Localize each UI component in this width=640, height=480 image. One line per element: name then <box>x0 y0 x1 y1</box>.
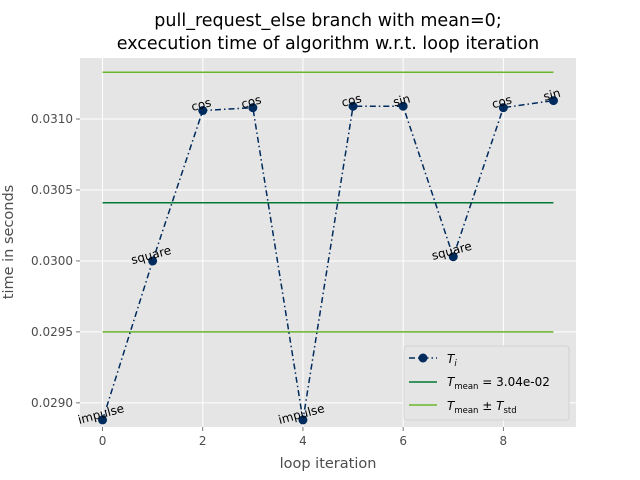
y-axis-ticks: 0.0290 0.0295 0.0300 0.0305 0.0310 <box>31 112 80 410</box>
series-layer <box>98 96 558 425</box>
y-tick-label: 0.0295 <box>31 325 73 339</box>
y-tick-label: 0.0305 <box>31 183 73 197</box>
data-point <box>398 101 408 111</box>
point-label: cos <box>240 93 263 112</box>
point-label: sin <box>542 86 562 104</box>
point-label: sin <box>391 91 411 109</box>
legend-ti-label: Ti <box>447 352 457 369</box>
chart-title-line1: pull_request_else branch with mean=0; <box>154 11 501 31</box>
data-point <box>498 103 508 113</box>
data-point <box>348 101 358 111</box>
point-label: cos <box>340 91 363 110</box>
legend-mean-label: Tmean = 3.04e-02 <box>447 375 550 392</box>
data-point <box>298 415 308 425</box>
data-point <box>248 103 258 113</box>
x-tick-label: 2 <box>199 434 207 448</box>
chart-title-line2: excecution time of algorithm w.r.t. loop… <box>117 34 540 54</box>
data-point <box>148 256 158 266</box>
data-point <box>198 106 208 116</box>
data-point <box>548 96 558 106</box>
x-tick-label: 4 <box>299 434 307 448</box>
legend: Ti Tmean = 3.04e-02 Tmean ± Tstd <box>403 345 570 421</box>
legend-box <box>403 345 570 421</box>
x-tick-label: 0 <box>99 434 107 448</box>
series-line-ti <box>101 99 554 421</box>
reference-lines <box>102 71 554 333</box>
y-tick-label: 0.0290 <box>31 396 73 410</box>
y-tick-label: 0.0310 <box>31 112 73 126</box>
legend-std-label: Tmean ± Tstd <box>447 399 517 416</box>
y-tick-label: 0.0300 <box>31 254 73 268</box>
data-point <box>448 252 458 262</box>
data-point <box>98 415 108 425</box>
x-axis-label: loop iteration <box>280 456 377 472</box>
point-label: cos <box>490 93 513 112</box>
y-axis-label: time in seconds <box>1 185 17 299</box>
x-axis-ticks: 0 2 4 6 8 <box>99 427 507 448</box>
x-tick-label: 8 <box>500 434 508 448</box>
legend-ti-marker <box>418 353 428 363</box>
x-tick-label: 6 <box>399 434 407 448</box>
point-label: cos <box>190 95 213 114</box>
